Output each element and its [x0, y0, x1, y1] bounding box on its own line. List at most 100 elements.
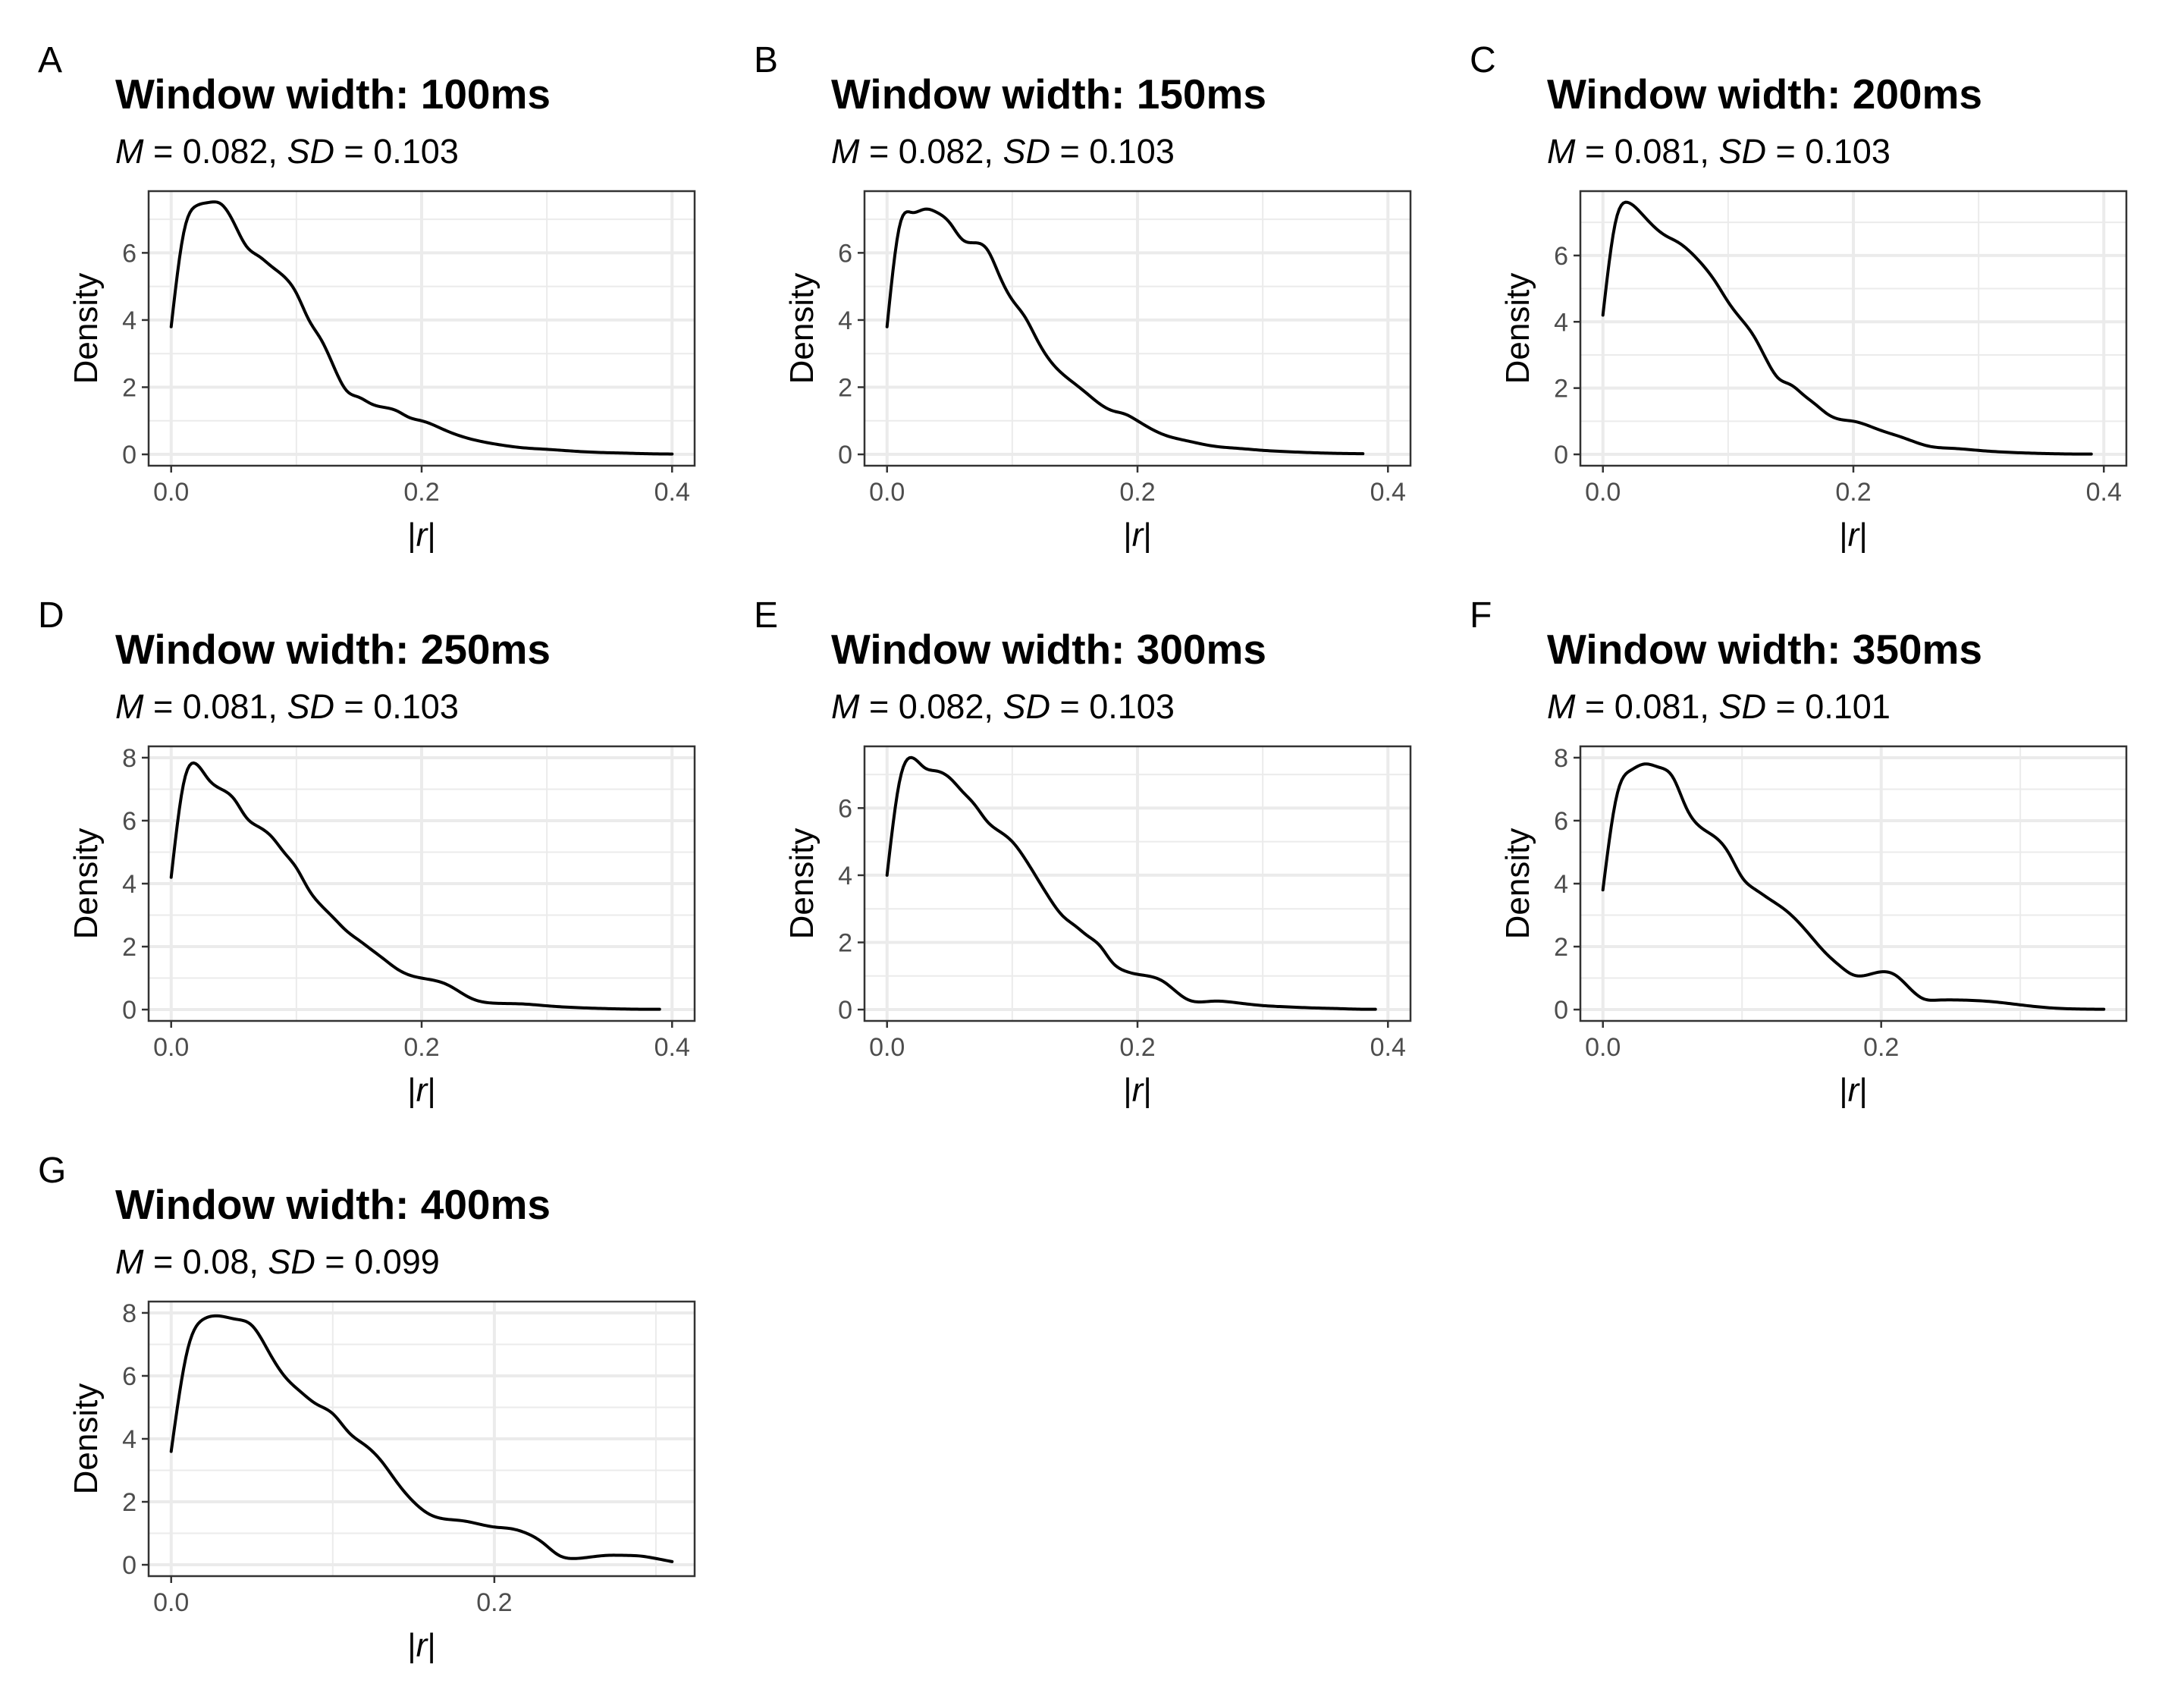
x-tick-label: 0.0 — [153, 478, 189, 507]
y-tick-label: 6 — [1554, 807, 1568, 836]
separator: , — [984, 132, 1003, 171]
y-axis-title: Density — [67, 273, 105, 385]
panel-title: Window width: 250ms — [115, 626, 551, 673]
x-axis-title-bar: | — [407, 517, 416, 554]
sd-label: SD — [1718, 687, 1766, 726]
x-axis-title-bar: | — [1859, 517, 1867, 554]
y-axis-title: Density — [1499, 273, 1536, 385]
density-curve — [1601, 762, 2106, 1011]
y-tick-label: 2 — [122, 933, 136, 962]
x-axis-title-bar: | — [407, 1627, 416, 1664]
mean-label: M — [831, 132, 860, 171]
x-axis-title-bar: | — [1123, 1072, 1131, 1109]
y-axis-title: Density — [67, 1383, 105, 1495]
y-tick-label: 2 — [838, 373, 852, 402]
density-panel-e: E Window width: 300ms M = 0.082, SD = 0.10… — [754, 595, 1412, 1109]
mean-label: M — [831, 687, 860, 726]
density-curve — [885, 755, 1377, 1011]
equals-sign: = — [1766, 132, 1805, 171]
mean-value: 0.081 — [183, 687, 268, 726]
x-tick-label: 0.2 — [476, 1588, 512, 1617]
x-axis-title-bar: | — [427, 1072, 435, 1109]
sd-label: SD — [287, 687, 334, 726]
x-axis-title-bar: | — [427, 517, 435, 554]
panel-subtitle: M = 0.082, SD = 0.103 — [831, 687, 1175, 726]
x-axis-title-variable: r — [416, 517, 429, 554]
y-tick-label: 2 — [838, 928, 852, 957]
sd-label: SD — [1003, 687, 1050, 726]
y-tick-label: 0 — [122, 441, 136, 470]
equals-sign: = — [1050, 687, 1089, 726]
x-axis-title: |r| — [1839, 517, 1868, 554]
x-axis-title-text: |r| — [1123, 1072, 1152, 1109]
panel-letter: G — [38, 1151, 66, 1191]
density-curve — [885, 207, 1365, 456]
x-tick-label: 0.2 — [1119, 1033, 1155, 1062]
x-tick-label: 0.2 — [1863, 1033, 1899, 1062]
x-axis-title-variable: r — [416, 1627, 429, 1664]
panel-letter: C — [1470, 40, 1496, 80]
panel-title: Window width: 150ms — [831, 71, 1266, 118]
x-tick-label: 0.4 — [2086, 478, 2122, 507]
equals-sign: = — [860, 132, 899, 171]
panel-title: Window width: 200ms — [1547, 71, 1982, 118]
mean-value: 0.081 — [1614, 687, 1700, 726]
density-panel-c: C Window width: 200ms M = 0.081, SD = 0.10… — [1470, 40, 2128, 554]
y-tick-label: 6 — [838, 794, 852, 823]
x-tick-label: 0.2 — [1119, 478, 1155, 507]
panel-subtitle: M = 0.081, SD = 0.103 — [1547, 132, 1891, 171]
y-tick-label: 4 — [1554, 308, 1568, 337]
equals-sign: = — [1576, 132, 1614, 171]
equals-sign: = — [1050, 132, 1089, 171]
equals-sign: = — [144, 1242, 183, 1281]
x-axis-title-text: |r| — [407, 517, 436, 554]
panel-subtitle: M = 0.081, SD = 0.101 — [1547, 687, 1891, 726]
sd-label: SD — [268, 1242, 315, 1281]
sd-value: 0.101 — [1805, 687, 1891, 726]
x-axis-title-bar: | — [427, 1627, 435, 1664]
equals-sign: = — [1766, 687, 1805, 726]
y-tick-label: 6 — [838, 239, 852, 268]
sd-value: 0.103 — [1089, 687, 1175, 726]
y-tick-label: 4 — [122, 870, 136, 899]
x-axis-title-text: |r| — [1839, 1072, 1868, 1109]
mean-value: 0.082 — [899, 132, 984, 171]
mean-label: M — [115, 687, 144, 726]
y-tick-label: 6 — [122, 807, 136, 836]
separator: , — [268, 687, 287, 726]
density-curve — [169, 761, 661, 1011]
y-tick-label: 2 — [122, 373, 136, 402]
equals-sign: = — [334, 132, 373, 171]
y-tick-label: 6 — [122, 239, 136, 268]
y-tick-label: 4 — [122, 1425, 136, 1454]
y-tick-label: 6 — [1554, 242, 1568, 271]
x-axis-title-text: |r| — [1123, 517, 1152, 554]
separator: , — [1699, 687, 1718, 726]
x-axis-title: |r| — [1123, 517, 1152, 554]
y-tick-label: 2 — [122, 1488, 136, 1517]
panel-title: Window width: 350ms — [1547, 626, 1982, 673]
x-axis-title-variable: r — [1132, 1072, 1145, 1109]
separator: , — [1699, 132, 1718, 171]
panel-letter: B — [754, 40, 778, 80]
x-tick-label: 0.4 — [1370, 1033, 1406, 1062]
x-axis-title: |r| — [1839, 1072, 1868, 1109]
x-axis-title-text: |r| — [1839, 517, 1868, 554]
equals-sign: = — [334, 687, 373, 726]
panel-subtitle: M = 0.081, SD = 0.103 — [115, 687, 459, 726]
separator: , — [984, 687, 1003, 726]
x-axis-title: |r| — [1123, 1072, 1152, 1109]
separator: , — [268, 132, 287, 171]
mean-value: 0.082 — [899, 687, 984, 726]
y-axis-title: Density — [67, 828, 105, 940]
equals-sign: = — [144, 132, 183, 171]
panel-title: Window width: 400ms — [115, 1181, 551, 1228]
x-tick-label: 0.2 — [1835, 478, 1871, 507]
x-tick-label: 0.0 — [869, 1033, 905, 1062]
x-tick-label: 0.0 — [869, 478, 905, 507]
x-tick-label: 0.2 — [403, 1033, 439, 1062]
x-axis-title: |r| — [407, 1627, 436, 1664]
x-axis-title-bar: | — [1143, 517, 1151, 554]
equals-sign: = — [315, 1242, 354, 1281]
